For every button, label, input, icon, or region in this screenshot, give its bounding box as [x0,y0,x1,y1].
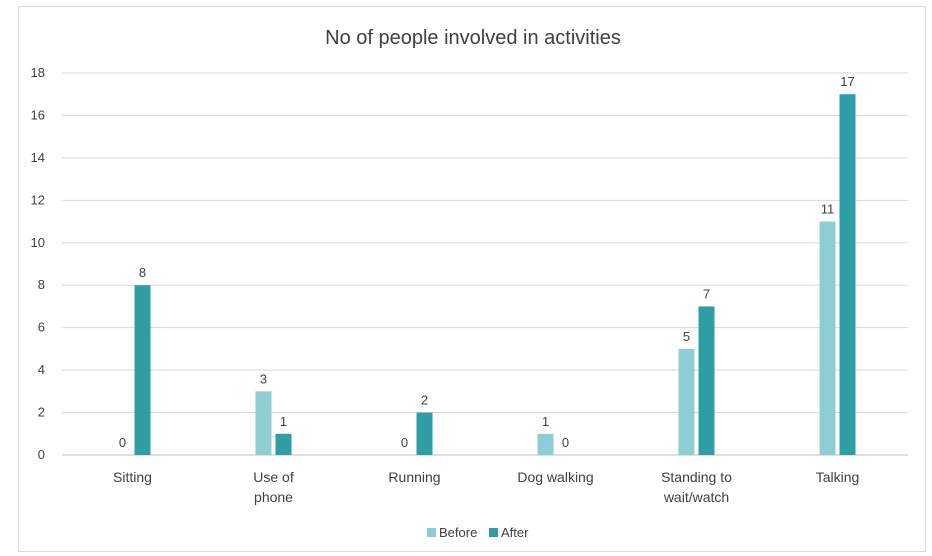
bar-before [678,348,695,455]
bar-before [819,221,836,455]
x-axis-labels: Sitting Use of phone Running Dog walking Stan… [113,469,859,505]
x-category-label: Running [388,469,440,485]
y-tick-label: 18 [31,65,45,80]
y-tick-label: 0 [38,447,45,462]
y-tick-label: 14 [31,150,45,165]
bar-before [255,391,272,455]
x-category-line: Sitting [113,469,152,485]
data-label: 8 [139,265,146,280]
legend-swatch-after [489,528,498,537]
y-tick-label: 8 [38,277,45,292]
x-category-line: Use of [253,469,294,485]
x-category-line: Talking [816,469,860,485]
data-label: 0 [119,435,126,450]
chart-title: No of people involved in activities [325,27,621,49]
bar-after [416,412,433,455]
bar-before [537,433,554,455]
data-label: 3 [260,371,267,386]
legend-label-after: After [501,525,529,540]
chart-frame [18,6,926,552]
bar-after [698,306,715,455]
x-category-line: Running [388,469,440,485]
y-tick-label: 16 [31,107,45,122]
data-label: 1 [542,414,549,429]
legend-label-before: Before [439,525,477,540]
data-label: 0 [401,435,408,450]
x-category-line: Standing to [661,469,732,485]
data-label: 5 [683,329,690,344]
x-category-label: Sitting [113,469,152,485]
bar-after [134,285,151,455]
x-category-line: wait/watch [663,489,729,505]
data-label: 11 [821,202,835,217]
y-tick-label: 4 [38,362,45,377]
x-category-label: Use of phone [253,469,294,505]
data-label: 17 [840,74,854,89]
data-label: 0 [562,435,569,450]
x-category-line: Dog walking [517,469,593,485]
legend: Before After [427,525,529,540]
x-category-label: Dog walking [517,469,593,485]
data-label: 2 [421,393,428,408]
bar-after [839,94,856,455]
bars [134,94,856,455]
y-tick-label: 6 [38,320,45,335]
y-tick-label: 2 [38,405,45,420]
y-tick-label: 12 [31,192,45,207]
x-category-label: Talking [816,469,860,485]
x-category-line: phone [254,489,293,505]
legend-swatch-before [427,528,436,537]
data-label: 7 [703,286,710,301]
y-tick-label: 10 [31,235,45,250]
gridlines [62,72,908,456]
x-category-label: Standing to wait/watch [661,469,732,505]
y-axis-ticks: 0 2 4 6 8 10 12 14 16 18 [31,65,45,462]
data-label: 1 [280,414,287,429]
bar-after [275,433,292,455]
